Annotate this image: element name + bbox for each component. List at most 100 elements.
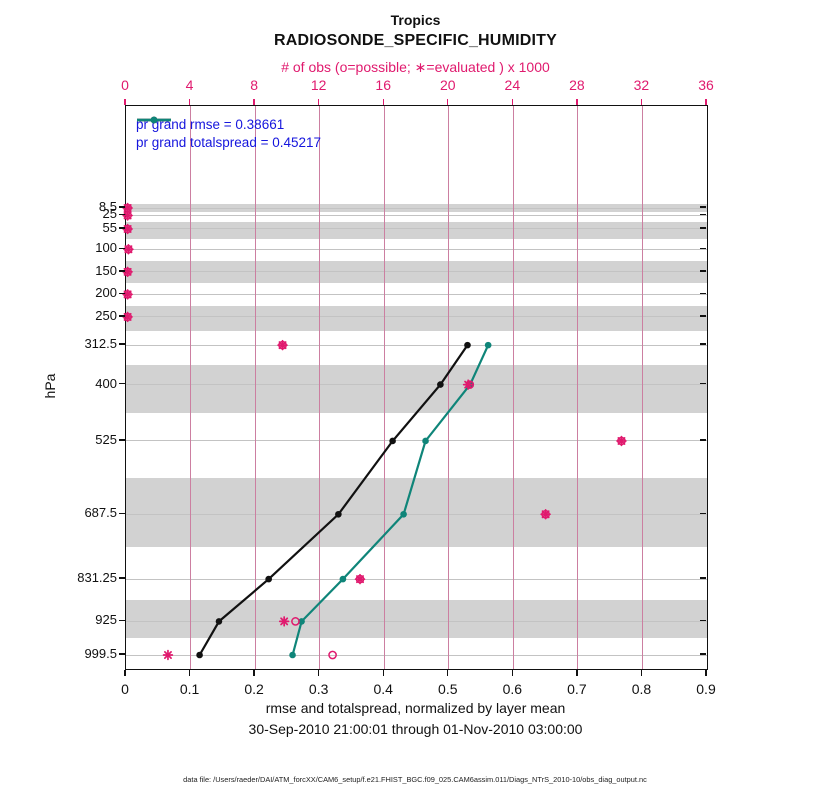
layer-band — [126, 305, 707, 331]
v-gridline — [254, 106, 256, 669]
legend-label-totalspread: pr grand totalspread = 0.45217 — [136, 134, 322, 150]
h-gridline — [126, 228, 707, 230]
obs-tick-mark — [188, 99, 191, 105]
rmse-marker — [437, 381, 444, 388]
totalspread-marker — [400, 510, 407, 518]
plot-area: pr grand rmse = 0.38661 pr grand totalsp… — [122, 105, 708, 670]
y-tick-label: 200 — [95, 285, 117, 301]
y-tick-mark — [119, 292, 125, 295]
h-gridline — [126, 344, 707, 346]
x-tick-mark — [317, 670, 320, 676]
layer-band — [126, 222, 707, 240]
y-tick-label: 831.25 — [77, 570, 117, 586]
obs-evaluated-marker — [541, 510, 550, 519]
rmse-marker — [215, 618, 223, 625]
x-tick-label: 0.7 — [567, 681, 587, 697]
y-tick-mark-right — [700, 382, 706, 385]
v-gridline — [577, 106, 579, 669]
obs-evaluated-marker — [464, 380, 473, 389]
y-tick-mark — [119, 619, 125, 622]
x-tick-label: 0.1 — [179, 681, 200, 697]
obs-evaluated-marker — [123, 211, 132, 220]
obs-tick-mark — [253, 99, 255, 105]
y-tick-mark — [119, 577, 125, 579]
rmse-marker — [464, 341, 471, 349]
y-tick-label: 925 — [95, 612, 117, 628]
y-tick-label: 999.5 — [84, 646, 117, 661]
x-tick-mark — [124, 670, 126, 676]
x-tick-label: 0.6 — [502, 681, 523, 697]
y-tick-mark — [119, 270, 125, 272]
y-tick-label: 150 — [95, 262, 117, 278]
h-gridline — [126, 316, 707, 318]
variable-title: RADIOSONDE_SPECIFIC_HUMIDITY — [274, 32, 557, 49]
x-tick-label: 0.2 — [244, 681, 264, 697]
obs-evaluated-marker — [356, 575, 364, 584]
x-tick-label: 0.9 — [696, 681, 716, 697]
obs-tick-label: 32 — [633, 77, 650, 93]
y-tick-mark-right — [700, 292, 706, 295]
x-tick-label: 0 — [121, 681, 129, 697]
obs-evaluated-marker — [123, 267, 132, 276]
h-gridline — [126, 620, 707, 622]
totalspread-polyline — [291, 344, 490, 656]
h-gridline — [126, 384, 707, 386]
h-gridline — [126, 440, 707, 442]
x-tick-mark — [253, 670, 255, 676]
obs-tick-label: 12 — [310, 77, 327, 93]
obs-tick-label: 4 — [185, 77, 194, 93]
y-tick-mark-right — [700, 653, 706, 655]
y-tick-mark-right — [700, 247, 706, 249]
x-tick-label: 0.3 — [308, 681, 329, 697]
x-tick-mark — [447, 670, 449, 676]
obs-tick-label: 24 — [504, 77, 521, 93]
obs-tick-mark — [705, 99, 707, 105]
data-file-path: data file: /Users/raeder/DAI/ATM_forcXX/… — [183, 775, 647, 784]
obs-tick-label: 36 — [698, 77, 714, 93]
y-tick-mark — [119, 439, 125, 441]
x-tick-mark — [511, 670, 514, 676]
h-gridline — [126, 293, 707, 295]
obs-tick-mark — [576, 99, 578, 105]
y-tick-mark-right — [700, 619, 706, 622]
obs-tick-mark — [317, 99, 320, 105]
h-gridline — [126, 248, 707, 250]
obs-evaluated-marker — [124, 245, 133, 254]
y-tick-mark — [119, 512, 125, 514]
obs-tick-label: 8 — [250, 77, 258, 93]
y-tick-label: 312.5 — [84, 336, 117, 352]
obs-evaluated-marker — [278, 341, 287, 350]
v-gridline — [190, 106, 192, 669]
totalspread-line-sample-icon — [137, 116, 171, 124]
h-gridline — [126, 207, 707, 209]
y-tick-mark-right — [700, 213, 706, 216]
h-gridline — [126, 513, 707, 515]
obs-evaluated-marker — [123, 290, 132, 299]
layer-band — [126, 364, 707, 413]
y-tick-label: 25 — [102, 206, 117, 222]
rmse-marker — [265, 575, 272, 583]
totalspread-marker — [298, 618, 305, 625]
obs-evaluated-marker — [123, 204, 132, 212]
y-tick-mark — [119, 206, 125, 208]
x-tick-mark — [705, 670, 707, 676]
obs-possible-marker — [328, 650, 337, 660]
obs-tick-label: 28 — [569, 77, 585, 93]
y-tick-label: 55 — [102, 219, 117, 235]
h-gridline — [126, 654, 707, 656]
rmse-marker — [196, 651, 203, 659]
h-gridline — [126, 271, 707, 273]
page-title: Tropics — [390, 12, 441, 28]
y-tick-mark-right — [700, 512, 706, 514]
x-axis-title: rmse and totalspread, normalized by laye… — [265, 700, 566, 716]
y-tick-mark — [119, 343, 125, 345]
obs-tick-label: 16 — [375, 77, 391, 93]
obs-possible-marker — [291, 617, 300, 626]
y-tick-mark-right — [700, 577, 706, 579]
v-gridline — [448, 106, 450, 669]
x-tick-mark — [188, 670, 191, 676]
y-tick-mark — [119, 213, 125, 216]
y-tick-mark-right — [700, 270, 706, 272]
y-tick-mark — [119, 247, 125, 249]
